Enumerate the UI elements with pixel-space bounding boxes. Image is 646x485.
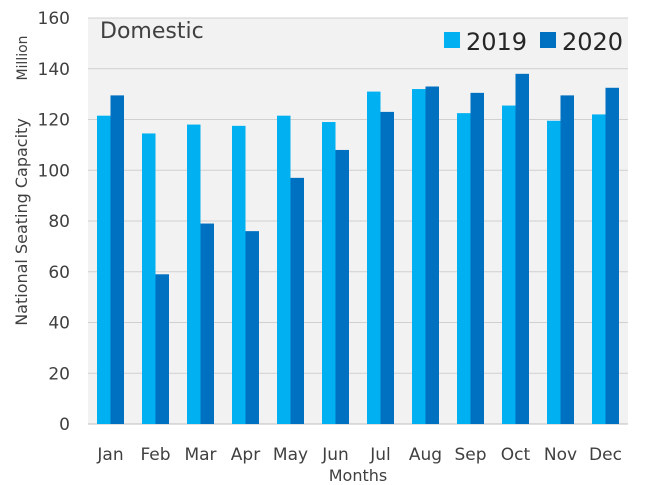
x-tick-label: Sep [454,445,486,465]
bar-2019-feb [142,133,156,425]
x-tick-label: Nov [544,445,577,465]
y-tick-label: 120 [38,111,70,131]
x-tick-label: Aug [409,445,442,465]
y-tick-label: 20 [48,364,70,384]
bar-2020-jan [110,95,124,425]
y-tick-label: 0 [59,415,70,435]
x-tick-label: Jul [369,445,391,465]
legend-label-2019: 2019 [466,28,527,56]
y-tick-label: 160 [38,9,70,29]
bar-2020-aug [425,86,439,424]
bar-2019-nov [547,120,561,425]
bar-2019-sep [457,113,471,424]
x-tick-label: Mar [184,445,216,465]
x-tick-label: Dec [589,445,622,465]
bar-2019-jul [367,91,381,425]
bar-2019-aug [412,89,426,425]
y-tick-label: 140 [38,60,70,80]
legend-swatch-2020 [540,32,556,48]
bar-2019-oct [502,105,516,424]
bar-2020-oct [515,73,529,424]
x-tick-label: Jan [96,445,123,465]
bar-2020-sep [470,92,484,424]
bar-2020-feb [155,274,169,424]
x-tick-label: Oct [501,445,531,465]
x-axis-title: Months [329,466,387,485]
bar-2019-dec [592,114,606,425]
bar-2020-may [290,177,304,424]
x-axis-ticks: Jan Feb Mar Apr May Jun Jul Aug Sep Oct Nov Dec [96,445,622,465]
bar-2019-may [277,115,291,424]
y-tick-label: 100 [38,161,70,181]
bar-2020-nov [560,95,574,425]
bars [97,73,619,425]
x-tick-label: Jun [321,445,349,465]
y-axis-unit-label: Million [15,35,31,80]
bar-2019-jun [322,122,336,424]
x-tick-label: Apr [231,445,260,465]
legend-label-2020: 2020 [562,28,623,56]
y-axis-ticks: 0 20 40 60 80 100 120 140 160 [38,9,70,435]
bar-2019-apr [232,125,246,424]
bar-2020-jun [335,149,349,424]
bar-2020-mar [200,223,214,424]
bar-2020-dec [605,87,619,424]
bar-2019-jan [97,115,111,424]
x-tick-label: Feb [140,445,170,465]
bar-2020-jul [380,111,394,424]
bar-2020-apr [245,231,259,424]
legend: 2019 2020 [444,28,623,56]
gridlines [88,17,628,425]
y-tick-label: 40 [48,314,70,334]
bar-2019-mar [187,124,201,424]
x-tick-label: May [273,445,308,465]
legend-swatch-2019 [444,32,460,48]
y-axis-title: National Seating Capacity [12,118,31,326]
y-tick-label: 60 [48,263,70,283]
y-tick-label: 80 [48,212,70,232]
chart-title: Domestic [100,19,204,44]
